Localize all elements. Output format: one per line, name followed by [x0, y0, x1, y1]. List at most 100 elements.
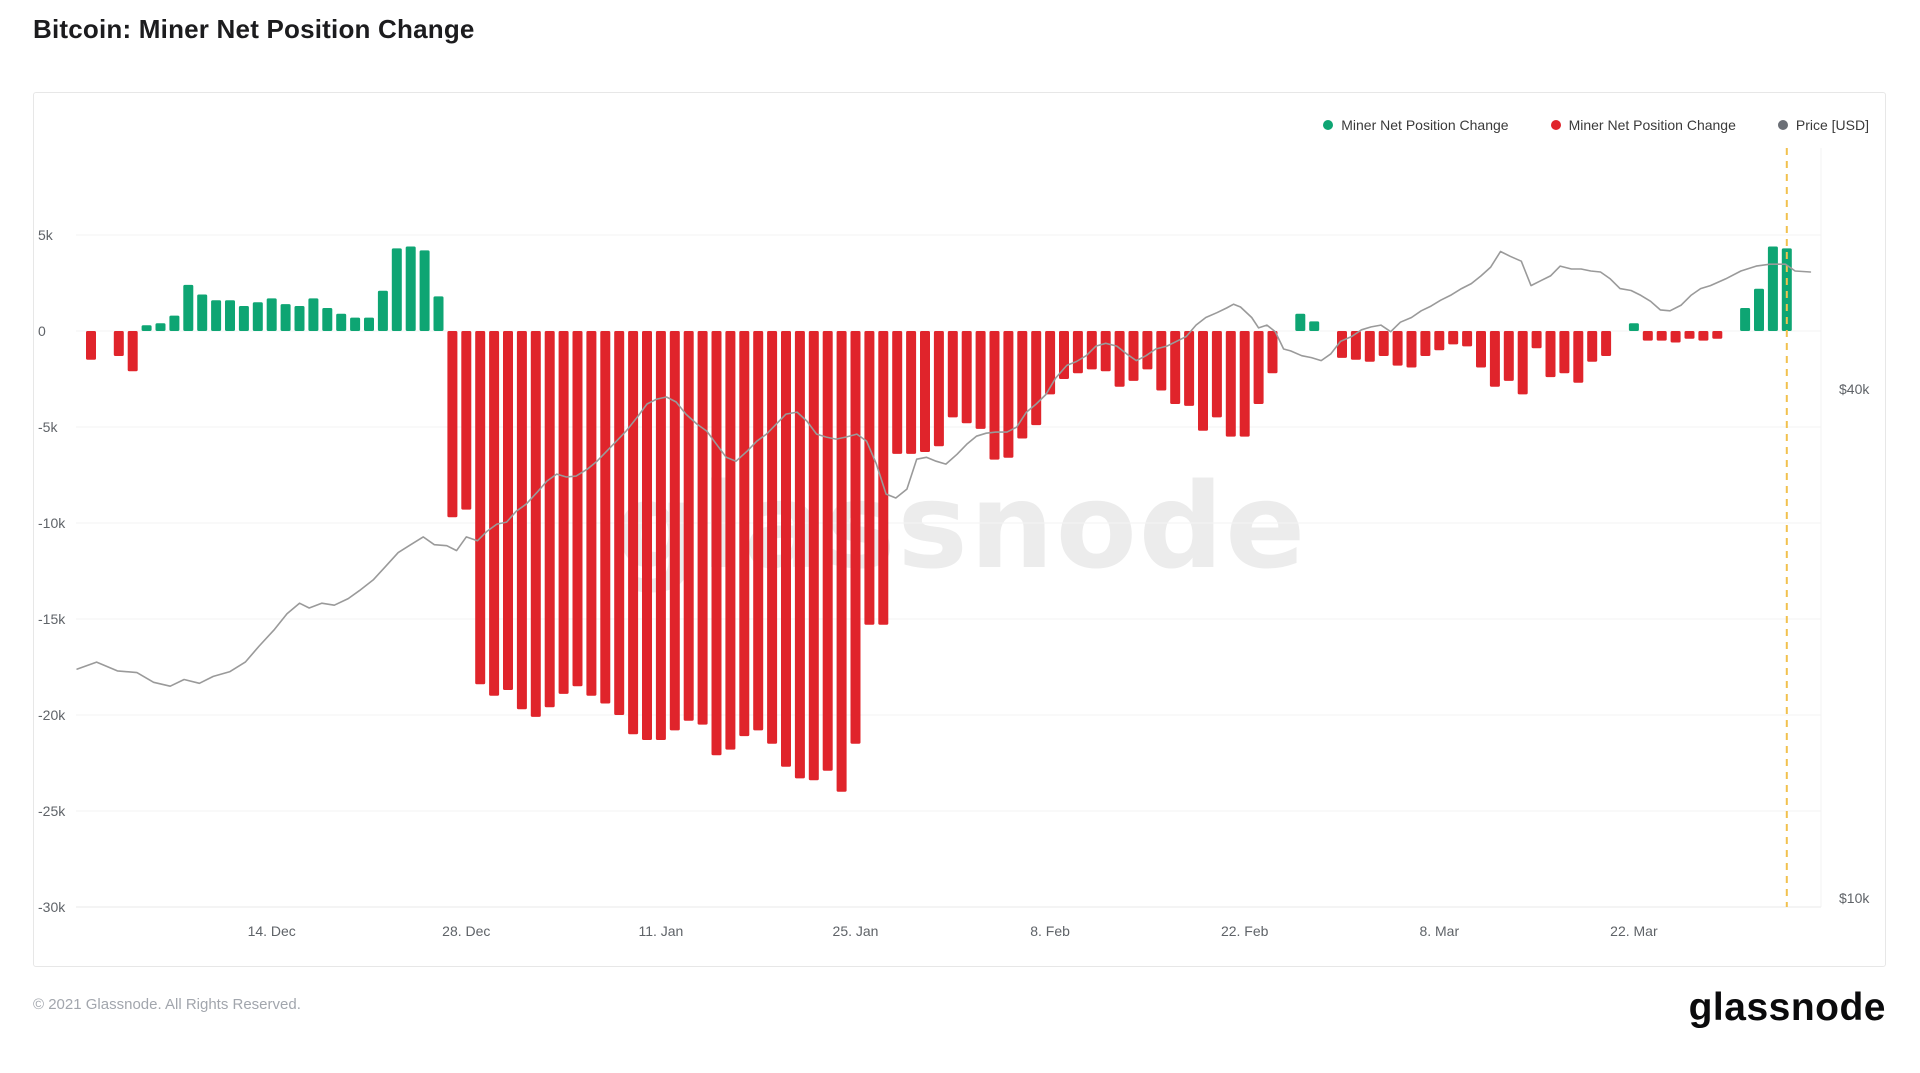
negative-bar[interactable]	[753, 331, 764, 731]
negative-bar[interactable]	[1114, 331, 1125, 387]
negative-bar[interactable]	[683, 331, 694, 721]
negative-bar[interactable]	[933, 331, 944, 447]
negative-bar[interactable]	[781, 331, 791, 767]
negative-bar[interactable]	[642, 331, 652, 740]
positive-bar[interactable]	[1767, 246, 1778, 332]
negative-bar[interactable]	[516, 331, 527, 710]
negative-bar[interactable]	[1072, 331, 1083, 374]
negative-bar[interactable]	[1406, 331, 1417, 368]
negative-bar[interactable]	[836, 331, 847, 792]
negative-bar[interactable]	[794, 331, 805, 779]
negative-bar[interactable]	[1587, 331, 1598, 362]
positive-bar[interactable]	[266, 298, 277, 331]
negative-bar[interactable]	[808, 331, 819, 781]
negative-bar[interactable]	[1476, 331, 1486, 368]
positive-bar[interactable]	[294, 306, 305, 331]
positive-bar[interactable]	[350, 317, 361, 331]
positive-bar[interactable]	[433, 296, 444, 331]
positive-bar[interactable]	[1740, 308, 1751, 331]
positive-bar[interactable]	[364, 317, 374, 331]
negative-bar[interactable]	[1267, 331, 1278, 374]
negative-bar[interactable]	[1684, 331, 1695, 339]
negative-bar[interactable]	[127, 331, 138, 372]
negative-bar[interactable]	[1017, 331, 1028, 439]
negative-bar[interactable]	[767, 331, 778, 744]
negative-bar[interactable]	[1211, 331, 1222, 418]
negative-bar[interactable]	[711, 331, 722, 756]
negative-bar[interactable]	[113, 331, 124, 356]
negative-bar[interactable]	[1128, 331, 1139, 381]
negative-bar[interactable]	[1573, 331, 1584, 383]
negative-bar[interactable]	[1184, 331, 1195, 406]
negative-bar[interactable]	[1420, 331, 1431, 356]
positive-bar[interactable]	[141, 325, 152, 331]
negative-bar[interactable]	[558, 331, 569, 694]
negative-bar[interactable]	[544, 331, 555, 708]
negative-bar[interactable]	[947, 331, 958, 418]
negative-bar[interactable]	[669, 331, 680, 731]
negative-bar[interactable]	[1434, 331, 1445, 351]
negative-bar[interactable]	[864, 331, 875, 625]
negative-bar[interactable]	[892, 331, 903, 454]
negative-bar[interactable]	[906, 331, 917, 454]
positive-bar[interactable]	[405, 246, 416, 332]
negative-bar[interactable]	[850, 331, 861, 744]
negative-bar[interactable]	[503, 331, 513, 690]
negative-bar[interactable]	[1545, 331, 1556, 378]
negative-bar[interactable]	[1642, 331, 1653, 341]
positive-bar[interactable]	[211, 300, 222, 331]
negative-bar[interactable]	[1031, 331, 1042, 426]
negative-bar[interactable]	[961, 331, 972, 424]
negative-bar[interactable]	[1156, 331, 1167, 391]
negative-bar[interactable]	[1337, 331, 1347, 358]
positive-bar[interactable]	[377, 290, 388, 331]
positive-bar[interactable]	[391, 248, 402, 331]
negative-bar[interactable]	[1100, 331, 1111, 372]
negative-bar[interactable]	[975, 331, 986, 429]
negative-bar[interactable]	[1462, 331, 1473, 347]
positive-bar[interactable]	[1295, 313, 1306, 331]
negative-bar[interactable]	[1392, 331, 1403, 366]
negative-bar[interactable]	[1712, 331, 1723, 339]
negative-bar[interactable]	[1656, 331, 1667, 341]
negative-bar[interactable]	[878, 331, 889, 625]
positive-bar[interactable]	[280, 304, 291, 331]
negative-bar[interactable]	[1531, 331, 1542, 349]
negative-bar[interactable]	[1559, 331, 1570, 374]
negative-bar[interactable]	[1003, 331, 1014, 458]
negative-bar[interactable]	[1225, 331, 1236, 437]
positive-bar[interactable]	[183, 284, 194, 331]
positive-bar[interactable]	[1781, 248, 1792, 331]
negative-bar[interactable]	[447, 331, 458, 518]
negative-bar[interactable]	[1364, 331, 1375, 362]
negative-bar[interactable]	[739, 331, 750, 737]
legend-item-negative-bars[interactable]: Miner Net Position Change	[1550, 117, 1736, 133]
negative-bar[interactable]	[475, 331, 486, 685]
negative-bar[interactable]	[586, 331, 597, 696]
negative-bar[interactable]	[1142, 331, 1153, 370]
positive-bar[interactable]	[169, 315, 180, 331]
negative-bar[interactable]	[822, 331, 833, 771]
negative-bar[interactable]	[920, 331, 930, 452]
negative-bar[interactable]	[725, 331, 736, 750]
negative-bar[interactable]	[1601, 331, 1612, 356]
positive-bar[interactable]	[1754, 288, 1764, 331]
negative-bar[interactable]	[697, 331, 708, 725]
negative-bar[interactable]	[1170, 331, 1181, 404]
negative-bar[interactable]	[1239, 331, 1250, 437]
positive-bar[interactable]	[336, 313, 347, 331]
negative-bar[interactable]	[530, 331, 541, 717]
negative-bar[interactable]	[1517, 331, 1528, 395]
negative-bar[interactable]	[1503, 331, 1514, 381]
negative-bar[interactable]	[572, 331, 583, 687]
negative-bar[interactable]	[1670, 331, 1681, 343]
positive-bar[interactable]	[238, 306, 249, 331]
negative-bar[interactable]	[1045, 331, 1056, 395]
positive-bar[interactable]	[1628, 323, 1639, 331]
negative-bar[interactable]	[1698, 331, 1709, 341]
positive-bar[interactable]	[322, 308, 333, 331]
negative-bar[interactable]	[461, 331, 472, 510]
positive-bar[interactable]	[197, 294, 208, 332]
negative-bar[interactable]	[1378, 331, 1389, 356]
legend-item-price-line[interactable]: Price [USD]	[1777, 117, 1869, 133]
